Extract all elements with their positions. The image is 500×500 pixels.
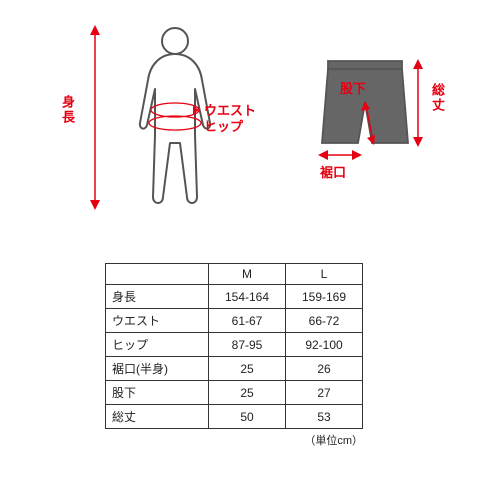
row-header: 股下 [106, 381, 209, 405]
inseam-label: 股下 [340, 78, 366, 97]
table-cell: 154-164 [209, 285, 286, 309]
row-header: 総丈 [106, 405, 209, 429]
table-cell: 87-95 [209, 333, 286, 357]
table-cell: 61-67 [209, 309, 286, 333]
row-header: ヒップ [106, 333, 209, 357]
col-header: M [209, 264, 286, 285]
unit-note: （単位cm） [105, 432, 363, 448]
table-row: 裾口(半身)2526 [106, 357, 363, 381]
table-cell: 25 [209, 357, 286, 381]
row-header: 身長 [106, 285, 209, 309]
height-label: 身長 [58, 95, 77, 125]
table-row: ヒップ87-9592-100 [106, 333, 363, 357]
measurement-diagram: 身長 ウエスト ヒップ 股下 総丈 裾口 [0, 0, 500, 240]
col-header: L [286, 264, 363, 285]
table-cell: 66-72 [286, 309, 363, 333]
table-row: 身長154-164159-169 [106, 285, 363, 309]
size-table: M L 身長154-164159-169ウエスト61-6766-72ヒップ87-… [105, 263, 363, 429]
total-length-label: 総丈 [428, 83, 447, 113]
table-row: 総丈5053 [106, 405, 363, 429]
table-corner [106, 264, 209, 285]
table-cell: 159-169 [286, 285, 363, 309]
table-cell: 25 [209, 381, 286, 405]
row-header: 裾口(半身) [106, 357, 209, 381]
table-row: 股下2527 [106, 381, 363, 405]
table-cell: 27 [286, 381, 363, 405]
row-header: ウエスト [106, 309, 209, 333]
table-row: ウエスト61-6766-72 [106, 309, 363, 333]
height-arrow [85, 25, 105, 210]
table-cell: 26 [286, 357, 363, 381]
table-cell: 92-100 [286, 333, 363, 357]
hem-label: 裾口 [320, 162, 346, 181]
table-cell: 53 [286, 405, 363, 429]
hip-label: ヒップ [204, 116, 243, 135]
size-table-container: M L 身長154-164159-169ウエスト61-6766-72ヒップ87-… [105, 263, 363, 448]
shorts-figure [310, 55, 430, 205]
table-cell: 50 [209, 405, 286, 429]
